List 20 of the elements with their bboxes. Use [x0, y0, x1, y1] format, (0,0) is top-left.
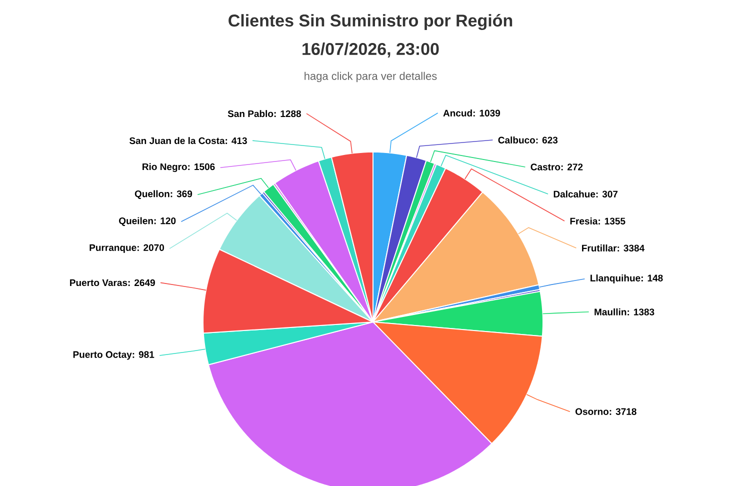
data-label: Castro: 272	[530, 164, 583, 170]
chart-subtitle: 16/07/2026, 23:00	[302, 42, 439, 58]
data-label: Maullin: 1383	[594, 308, 654, 316]
data-label: Frutillar: 3384	[582, 244, 645, 252]
chart-title: Clientes Sin Suministro por Región	[228, 14, 512, 30]
data-label: Dalcahue: 307	[554, 190, 618, 198]
data-label: Llanquihue: 148	[590, 274, 663, 284]
data-label: Fresia: 1355	[570, 217, 626, 224]
data-label: San Pablo: 1288	[228, 110, 302, 118]
data-label: Ancud: 1039	[443, 109, 500, 116]
data-label: Queilen: 120	[119, 217, 176, 226]
data-label: Rio Negro: 1506	[142, 163, 215, 172]
text: haga click para ver detalles	[304, 72, 437, 82]
data-label: San Juan de la Costa: 413	[129, 137, 247, 144]
data-label: Puerto Octay: 981	[73, 351, 154, 360]
data-label: Puerto Varas: 2649	[70, 279, 155, 286]
data-label: Quellon: 369	[134, 190, 192, 199]
data-label: Calbuco: 623	[498, 136, 558, 144]
data-label: Purranque: 2070	[90, 244, 164, 253]
data-label: Osorno: 3718	[575, 408, 636, 415]
